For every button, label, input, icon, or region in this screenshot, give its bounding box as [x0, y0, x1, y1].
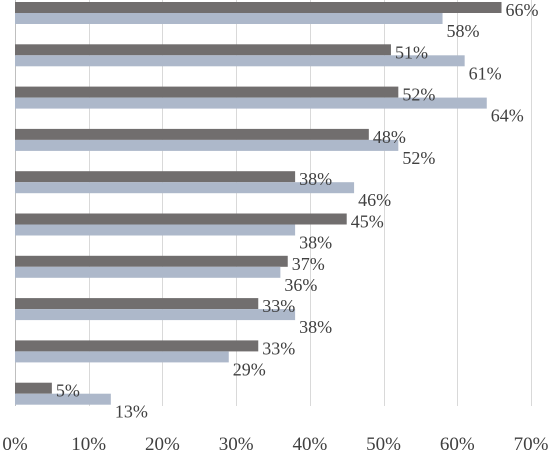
value-axis: 0% 10% 20% 30% 40% 50% 60% 70% [2, 434, 548, 454]
bar-series-1 [15, 213, 347, 225]
bar-series-1 [15, 255, 288, 267]
bar-series-2 [15, 351, 229, 363]
gridlines [15, 0, 532, 406]
bar-series-2 [15, 224, 296, 236]
data-label-series-1: 38% [299, 169, 332, 189]
bar-series-1 [15, 382, 52, 394]
bar-series-2 [15, 182, 355, 194]
data-labels: 66%58%51%61%52%64%48%52%38%46%45%38%37%3… [56, 0, 539, 422]
bar-series-1 [15, 128, 369, 140]
data-label-series-1: 66% [506, 0, 539, 20]
bar-series-1 [15, 86, 399, 98]
x-tick-label: 60% [440, 434, 475, 454]
bar-series-1 [15, 171, 296, 183]
data-label-series-1: 52% [402, 85, 435, 105]
data-label-series-2: 38% [299, 317, 332, 337]
bar-series-2 [15, 139, 399, 151]
data-label-series-1: 51% [395, 42, 428, 62]
data-label-series-2: 64% [491, 106, 524, 126]
data-label-series-2: 61% [469, 63, 502, 83]
data-label-series-2: 13% [115, 402, 148, 422]
data-label-series-2: 46% [358, 190, 391, 210]
bar-series-1 [15, 340, 259, 352]
data-label-series-1: 5% [56, 381, 80, 401]
x-tick-label: 40% [292, 434, 327, 454]
bar-series-1 [15, 298, 259, 310]
bar-series-2 [15, 393, 111, 405]
x-tick-label: 0% [2, 434, 28, 454]
data-label-series-2: 38% [299, 233, 332, 253]
x-tick-label: 50% [366, 434, 401, 454]
data-label-series-1: 33% [262, 338, 295, 358]
data-label-series-2: 52% [402, 148, 435, 168]
bar-series-2 [15, 55, 465, 67]
data-label-series-2: 36% [284, 275, 317, 295]
x-tick-label: 70% [514, 434, 549, 454]
bars [15, 2, 502, 405]
bar-series-2 [15, 266, 281, 278]
data-label-series-1: 33% [262, 296, 295, 316]
data-label-series-2: 29% [233, 359, 266, 379]
data-label-series-1: 37% [292, 254, 325, 274]
x-tick-label: 10% [71, 434, 106, 454]
bar-series-2 [15, 97, 487, 109]
bar-series-1 [15, 2, 502, 13]
data-label-series-1: 48% [373, 127, 406, 147]
bar-series-2 [15, 309, 296, 321]
bar-series-1 [15, 44, 391, 56]
x-tick-label: 30% [219, 434, 254, 454]
x-tick-label: 20% [145, 434, 180, 454]
bar-series-2 [15, 13, 443, 24]
data-label-series-1: 45% [351, 212, 384, 232]
data-label-series-2: 58% [447, 21, 480, 41]
